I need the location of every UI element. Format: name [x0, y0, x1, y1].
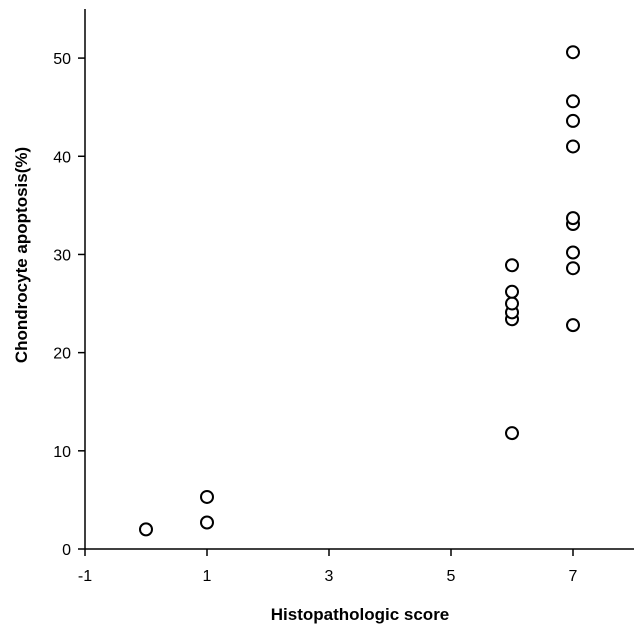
x-axis-title: Histopathologic score	[271, 605, 450, 624]
data-point	[505, 426, 519, 441]
y-tick-label: 0	[62, 542, 71, 559]
x-tick-label: 5	[447, 568, 456, 585]
data-point	[566, 261, 580, 276]
data-point	[200, 515, 214, 530]
x-tick-label: 1	[203, 568, 212, 585]
data-point	[505, 284, 519, 299]
data-point	[566, 45, 580, 60]
data-point	[566, 211, 580, 226]
data-point	[566, 113, 580, 128]
data-point	[200, 489, 214, 504]
y-axis-title: Chondrocyte apoptosis(%)	[12, 147, 31, 363]
data-point	[505, 296, 519, 311]
y-tick-label: 20	[53, 346, 71, 363]
data-point	[566, 94, 580, 109]
y-tick-label: 10	[53, 444, 71, 461]
x-tick-label: 7	[569, 568, 578, 585]
x-tick-label: 3	[325, 568, 334, 585]
axes	[84, 9, 634, 550]
y-tick-label: 40	[53, 149, 71, 166]
data-point	[505, 258, 519, 273]
data-point	[566, 318, 580, 333]
axis-ticks: -1 1 3 5 7 0 10 20 30 40 50	[53, 51, 577, 585]
data-point	[566, 139, 580, 154]
y-tick-label: 50	[53, 51, 71, 68]
x-tick-label: -1	[78, 568, 92, 585]
y-tick-label: 30	[53, 247, 71, 264]
data-points	[139, 45, 580, 537]
data-point	[566, 245, 580, 260]
data-point	[139, 522, 153, 537]
